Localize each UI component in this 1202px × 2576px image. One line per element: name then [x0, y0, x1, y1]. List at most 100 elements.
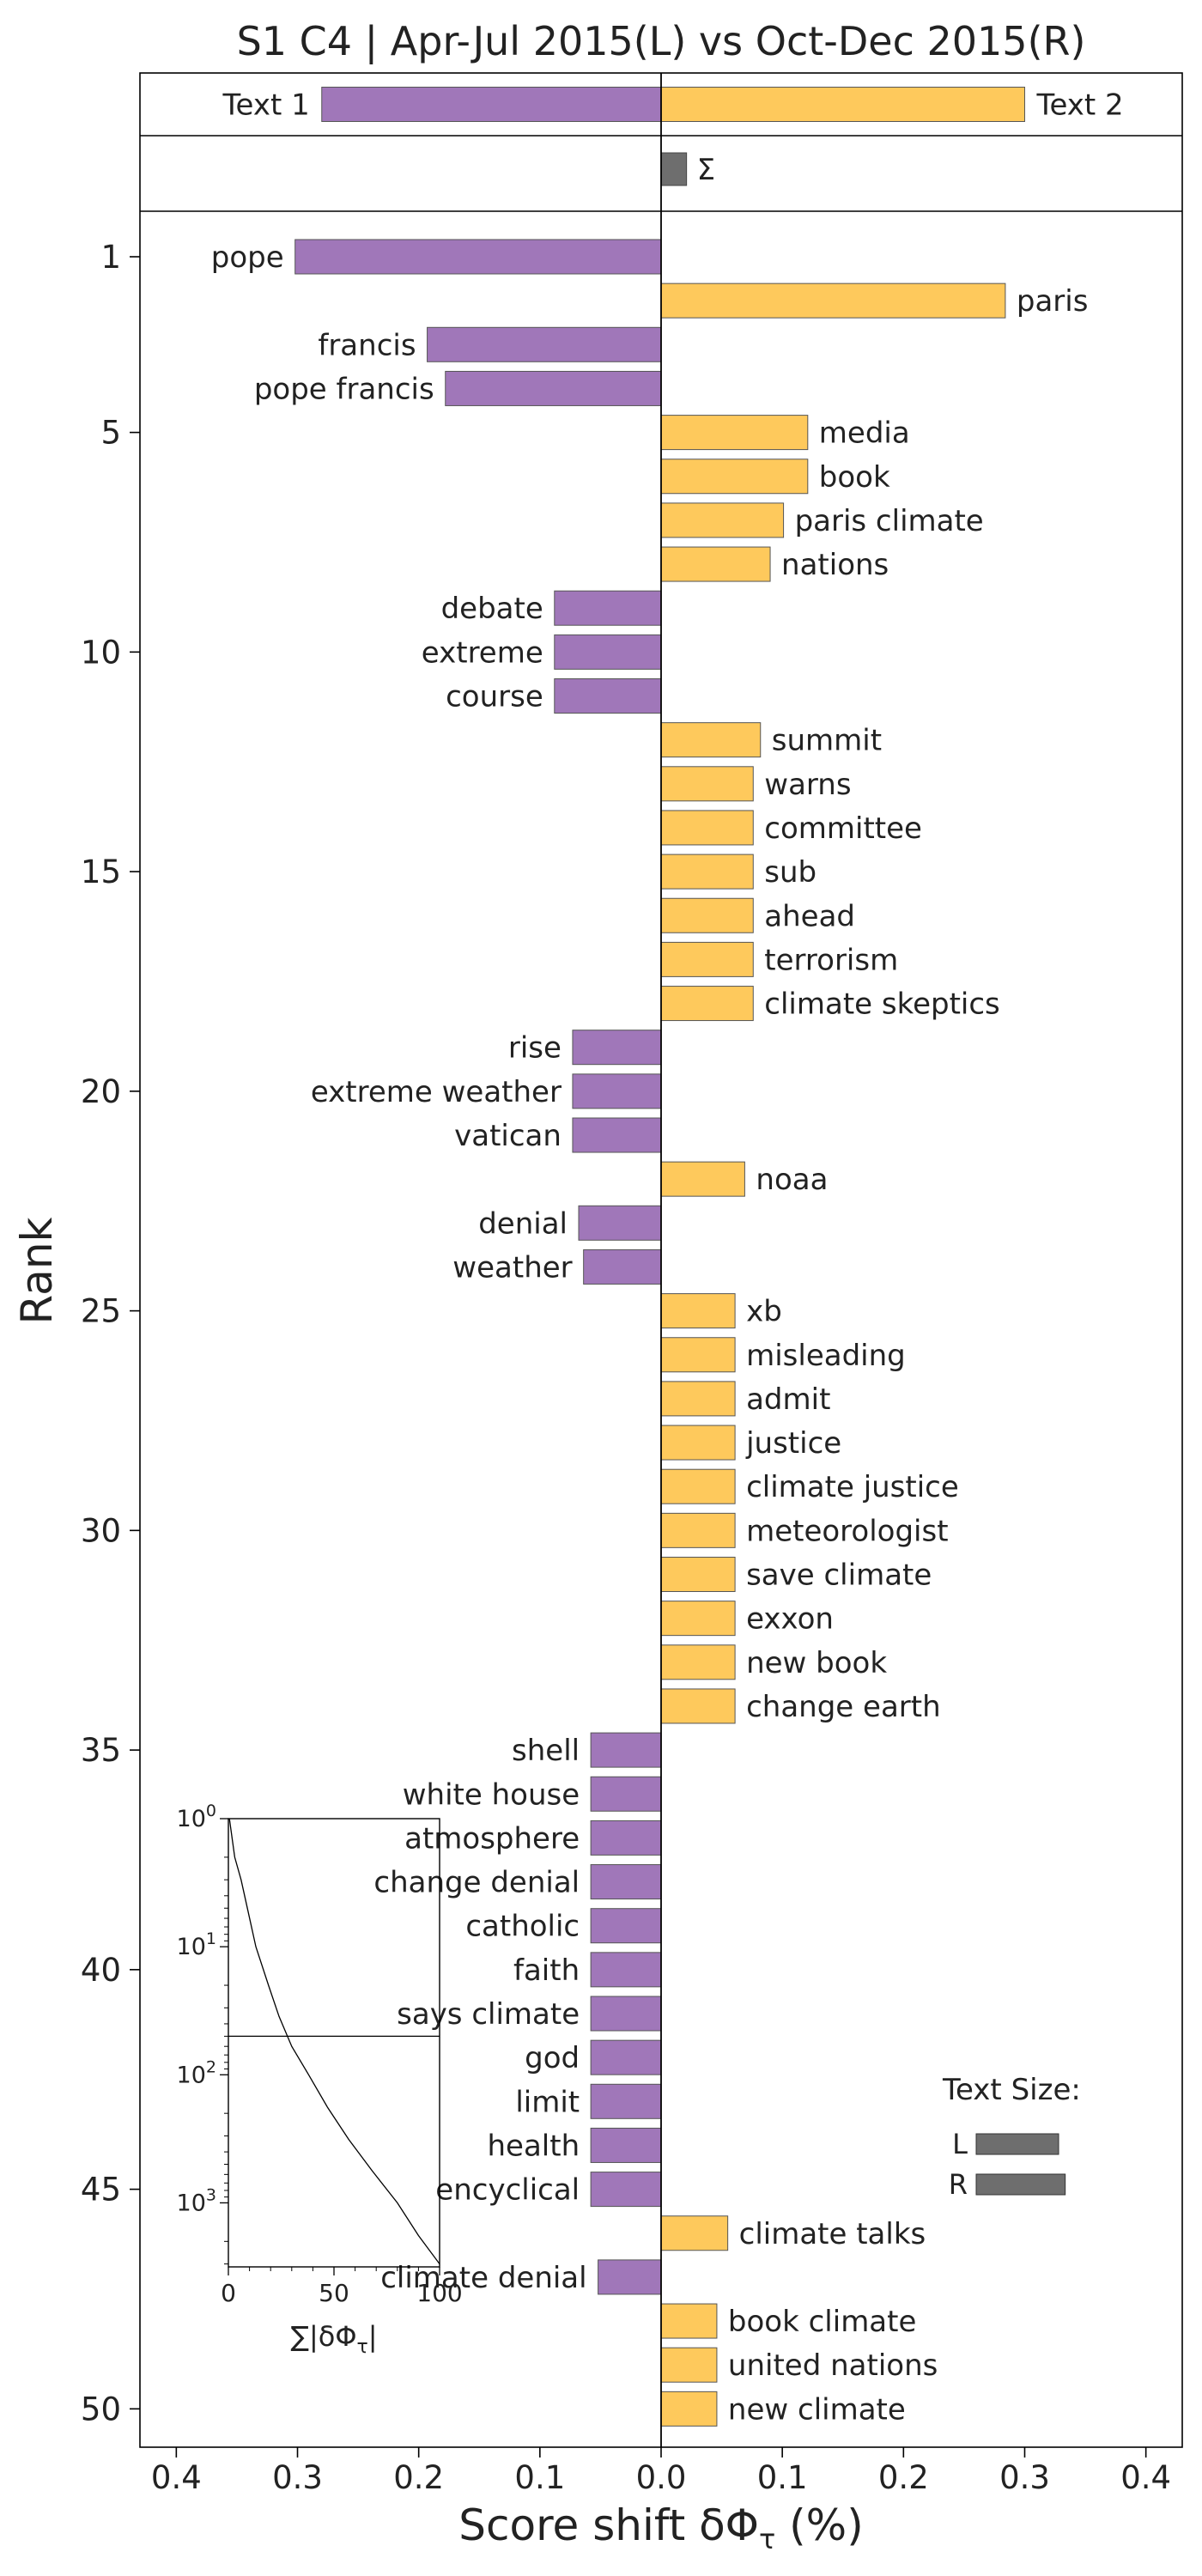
x-axis-label-main: Score shift δΦ — [458, 2500, 759, 2550]
bar-label-rank-39: catholic — [465, 1910, 580, 1944]
bar-label-rank-34: change earth — [746, 1690, 941, 1724]
bar-rank-34 — [660, 1688, 736, 1724]
bar-label-rank-22: noaa — [756, 1163, 828, 1197]
x-axis-label-sub: τ — [759, 2523, 775, 2555]
bar-label-rank-46: climate talks — [739, 2217, 926, 2251]
bar-label-rank-44: health — [487, 2129, 580, 2163]
bar-rank-29 — [660, 1468, 736, 1504]
x-tick-label: 0.2 — [393, 2459, 444, 2496]
bar-rank-14 — [660, 810, 754, 846]
y-tick-label: 45 — [81, 2172, 121, 2208]
bar-label-rank-1: pope — [211, 240, 284, 275]
bar-rank-27 — [660, 1381, 736, 1417]
bar-rank-8 — [660, 546, 771, 582]
x-tick-label: 0.0 — [636, 2459, 687, 2496]
bar-rank-37 — [590, 1820, 662, 1856]
bar-label-rank-29: climate justice — [746, 1470, 959, 1504]
inset-x-tick-label: 0 — [221, 2279, 236, 2307]
x-axis-label: Score shift δΦτ (%) — [458, 2500, 863, 2555]
bar-label-rank-41: says climate — [397, 1997, 580, 2032]
bar-rank-22 — [660, 1161, 745, 1197]
bar-rank-9 — [554, 590, 662, 626]
y-tick-label: 40 — [81, 1952, 121, 1989]
bar-label-rank-35: shell — [512, 1734, 580, 1768]
inset-y-tick-base: 10 — [177, 1934, 206, 1960]
x-tick-label: 0.3 — [999, 2459, 1050, 2496]
bar-label-rank-6: book — [819, 460, 890, 495]
bar-rank-44 — [590, 2127, 662, 2163]
inset-x-label-part: | — [368, 2320, 378, 2353]
bar-rank-46 — [660, 2215, 729, 2251]
bar-label-rank-17: terrorism — [764, 943, 898, 977]
bar-rank-5 — [660, 415, 809, 451]
bar-label-rank-2: paris — [1017, 284, 1089, 319]
bar-rank-7 — [660, 502, 785, 538]
bar-rank-10 — [554, 634, 662, 670]
bar-rank-30 — [660, 1512, 736, 1548]
bar-label-rank-28: justice — [745, 1426, 841, 1461]
bar-rank-3 — [427, 326, 662, 362]
bar-label-rank-40: faith — [513, 1953, 580, 1988]
x-tick-label: 0.3 — [272, 2459, 323, 2496]
y-tick-label: 10 — [81, 634, 121, 671]
bars-layer: pope paris francis pope francis media book par… — [211, 239, 1089, 2427]
inset-y-tick-label: 102 — [177, 2057, 216, 2088]
y-tick-label: 25 — [81, 1293, 121, 1330]
bar-label-rank-3: francis — [318, 328, 416, 362]
bar-label-rank-18: climate skeptics — [764, 987, 999, 1022]
bar-rank-41 — [590, 1996, 662, 2032]
bar-rank-12 — [660, 722, 762, 758]
inset-y-tick-label: 101 — [177, 1929, 216, 1960]
bar-label-rank-5: media — [819, 416, 910, 451]
inset-x-tick-label: 100 — [416, 2279, 462, 2307]
inset-y-tick-label: 103 — [177, 2185, 216, 2216]
inset-y-tick-exponent: 3 — [206, 2185, 216, 2204]
chart-title: S1 C4 | Apr-Jul 2015(L) vs Oct-Dec 2015(… — [237, 18, 1086, 65]
legend-item-bar — [975, 2133, 1059, 2155]
bar-label-rank-23: denial — [478, 1206, 568, 1241]
bar-rank-23 — [578, 1205, 662, 1241]
bar-rank-24 — [583, 1249, 662, 1285]
summary-label-sum: Σ — [697, 153, 715, 187]
bar-rank-32 — [660, 1601, 736, 1637]
y-tick-label: 5 — [100, 415, 121, 452]
bar-label-rank-8: nations — [781, 548, 889, 582]
y-tick-label: 20 — [81, 1073, 121, 1110]
inset-cumulative-curve — [228, 1818, 440, 2264]
bar-label-rank-45: encyclical — [435, 2173, 580, 2208]
bar-label-rank-31: save climate — [746, 1558, 932, 1593]
bar-rank-42 — [590, 2039, 662, 2075]
bar-rank-49 — [660, 2347, 718, 2383]
bar-label-rank-43: limit — [515, 2085, 580, 2119]
bar-label-rank-38: change denial — [373, 1866, 580, 1900]
bar-label-rank-7: paris climate — [795, 504, 984, 538]
x-tick-label: 0.1 — [757, 2459, 808, 2496]
bar-rank-35 — [590, 1732, 662, 1768]
bar-rank-17 — [660, 941, 754, 977]
summary-bar-sum — [660, 152, 688, 186]
inset-y-tick-base: 10 — [177, 1806, 206, 1832]
bar-label-rank-4: pope francis — [254, 372, 434, 406]
bar-label-rank-19: rise — [508, 1031, 562, 1066]
summary-bar-text1 — [321, 87, 662, 122]
y-axis-label: Rank — [12, 1217, 62, 1324]
y-tick-label: 35 — [81, 1732, 121, 1769]
bar-rank-50 — [660, 2391, 718, 2427]
y-tick-label: 50 — [81, 2391, 121, 2427]
inset-y-tick-exponent: 0 — [206, 1801, 216, 1820]
bar-rank-1 — [294, 239, 662, 275]
x-tick-label: 0.2 — [878, 2459, 929, 2496]
bar-label-rank-9: debate — [441, 592, 543, 626]
inset-x-label-part: τ — [357, 2336, 368, 2358]
summary-panel: Text 1 Text 2 Σ — [222, 87, 1124, 187]
x-axis-label-unit: (%) — [775, 2500, 863, 2550]
bar-rank-45 — [590, 2172, 662, 2208]
bar-label-rank-25: xb — [746, 1295, 782, 1329]
bar-rank-36 — [590, 1776, 662, 1812]
bar-rank-16 — [660, 897, 754, 933]
inset-y-tick-base: 10 — [177, 2062, 206, 2088]
bar-label-rank-42: god — [525, 2041, 580, 2075]
y-tick-label: 1 — [100, 239, 121, 276]
bar-rank-19 — [572, 1030, 662, 1066]
bar-label-rank-12: summit — [772, 724, 882, 758]
